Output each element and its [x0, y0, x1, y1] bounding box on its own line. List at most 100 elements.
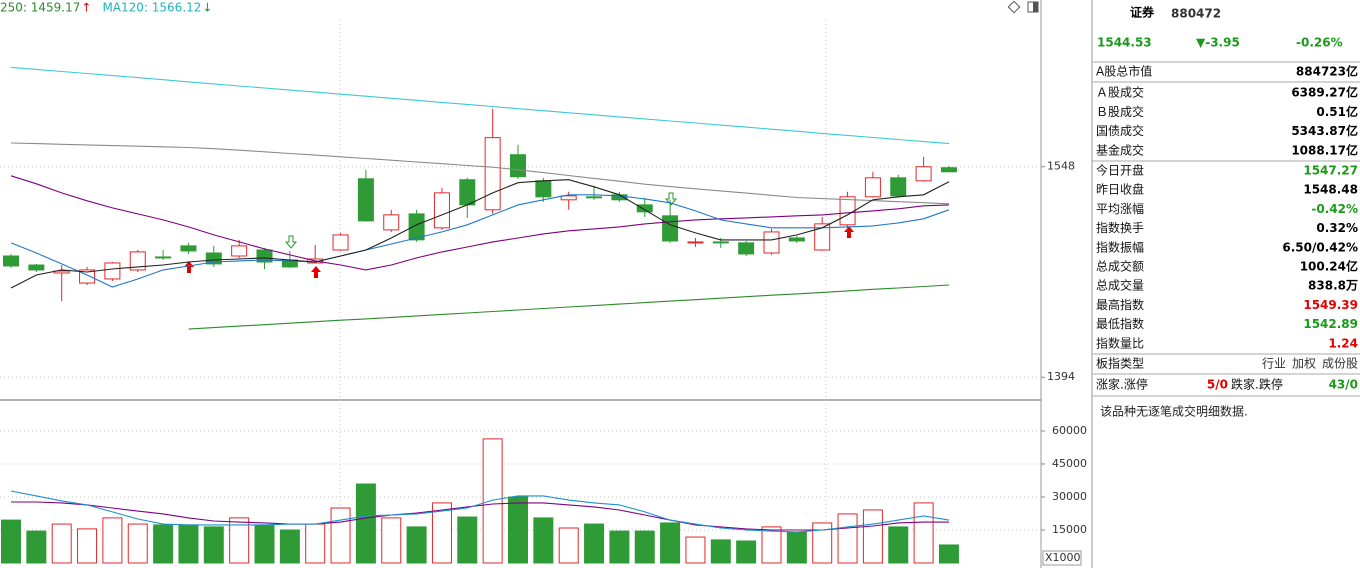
candle-body	[231, 245, 248, 257]
volume-bar	[685, 536, 706, 564]
breadth-label: 涨家.涨停	[1096, 377, 1148, 392]
ma-line	[10, 66, 950, 145]
volume-bar	[381, 517, 402, 564]
row-label: 国债成交	[1096, 123, 1144, 138]
candle-body	[256, 249, 273, 263]
candle-body	[205, 252, 222, 265]
row-label: 总成交额	[1096, 259, 1144, 274]
breadth-value: 5/0	[1207, 378, 1228, 392]
candle-body	[738, 242, 755, 255]
volume-bar	[431, 502, 452, 564]
security-code: 880472	[1171, 7, 1221, 21]
row-value: 0.32%	[1316, 221, 1358, 235]
row-value: 884723亿	[1296, 64, 1358, 79]
volume-ma-line	[11, 501, 949, 531]
candle-body	[940, 167, 957, 173]
unit-box	[1042, 550, 1082, 566]
price: 1544.53	[1097, 36, 1152, 50]
buy-signal	[311, 266, 321, 278]
volume-bar	[888, 526, 909, 564]
candle-body	[129, 251, 146, 271]
candle-body	[459, 179, 476, 206]
row-value: 1542.89	[1303, 317, 1358, 331]
volume-bar	[51, 523, 72, 564]
security-name: 证券	[1130, 5, 1155, 20]
candle-body	[28, 264, 45, 271]
volume-bar	[178, 524, 199, 564]
board-option[interactable]: 加权	[1292, 357, 1316, 371]
tool-icon	[1033, 2, 1038, 12]
row-label: A股总市值	[1096, 64, 1152, 79]
row-label: 指数振幅	[1096, 239, 1144, 254]
volume-bar	[761, 526, 782, 564]
candle-body	[535, 180, 552, 198]
candle-body	[332, 234, 349, 251]
row-label: Ｂ股成交	[1096, 104, 1144, 119]
candle-body	[3, 255, 19, 267]
ma-line	[10, 194, 950, 288]
tool-icon[interactable]	[1007, 0, 1021, 14]
row-value: 1547.27	[1303, 164, 1358, 178]
unit-label: X1000	[1045, 551, 1081, 564]
candle-body	[788, 237, 805, 242]
candle-body	[890, 177, 907, 197]
volume-bar	[634, 530, 655, 564]
candle-body	[915, 166, 932, 182]
row-value: 100.24亿	[1300, 259, 1358, 274]
row-value: 0.51亿	[1316, 104, 1358, 119]
volume-bar	[710, 539, 731, 564]
candle-body	[586, 196, 603, 199]
volume-bar	[533, 517, 554, 564]
row-label: 最高指数	[1096, 297, 1144, 312]
row-value: 5343.87亿	[1291, 123, 1358, 138]
row-label: 今日开盘	[1096, 163, 1144, 178]
row-value: 1.24	[1328, 336, 1358, 350]
candle-body	[712, 241, 729, 244]
ma-line	[10, 175, 950, 271]
board-option[interactable]: 成份股	[1322, 357, 1358, 371]
volume-bar	[584, 523, 605, 564]
volume-bar	[355, 483, 376, 564]
candle-body	[662, 215, 679, 242]
volume-bar	[26, 530, 47, 564]
volume-bar	[938, 544, 959, 564]
candle-body	[357, 178, 374, 222]
volume-bar	[102, 517, 123, 564]
volume-bar	[736, 540, 757, 564]
candle-body	[636, 204, 653, 213]
buy-signal	[844, 226, 854, 238]
y-tick-label: 1548	[1047, 160, 1075, 173]
candle-body	[484, 137, 501, 211]
candle-body	[433, 192, 450, 229]
candle-body	[814, 223, 831, 251]
candle-body	[408, 213, 425, 241]
row-label: 指数量比	[1096, 335, 1144, 350]
candle-body	[560, 195, 577, 201]
breadth-label: 跌家.跌停	[1231, 377, 1283, 392]
volume-bar	[1, 519, 21, 564]
volume-bar	[609, 530, 630, 564]
volume-bar	[862, 509, 883, 564]
candle-body	[155, 256, 172, 259]
volume-bar	[330, 507, 351, 564]
volume-ma-line	[10, 490, 950, 533]
volume-bar	[786, 531, 807, 564]
ma-line	[10, 142, 950, 205]
row-value: 1088.17亿	[1291, 142, 1358, 157]
legend-text: 250: 1459.17	[0, 1, 80, 15]
candle-body	[510, 154, 526, 178]
row-label: 最低指数	[1096, 316, 1144, 331]
change: ▼-3.95	[1196, 36, 1240, 50]
y-tick-label: 30000	[1052, 490, 1087, 503]
row-value: 6.50/0.42%	[1282, 240, 1358, 254]
buy-signal	[184, 261, 194, 273]
row-label: Ａ股成交	[1096, 85, 1144, 100]
volume-bar	[254, 524, 275, 564]
row-value: 1549.39	[1303, 298, 1358, 312]
breadth-value: 43/0	[1329, 378, 1358, 392]
volume-bar	[229, 517, 250, 564]
board-option[interactable]: 行业	[1262, 357, 1286, 371]
ma-line	[188, 284, 950, 330]
